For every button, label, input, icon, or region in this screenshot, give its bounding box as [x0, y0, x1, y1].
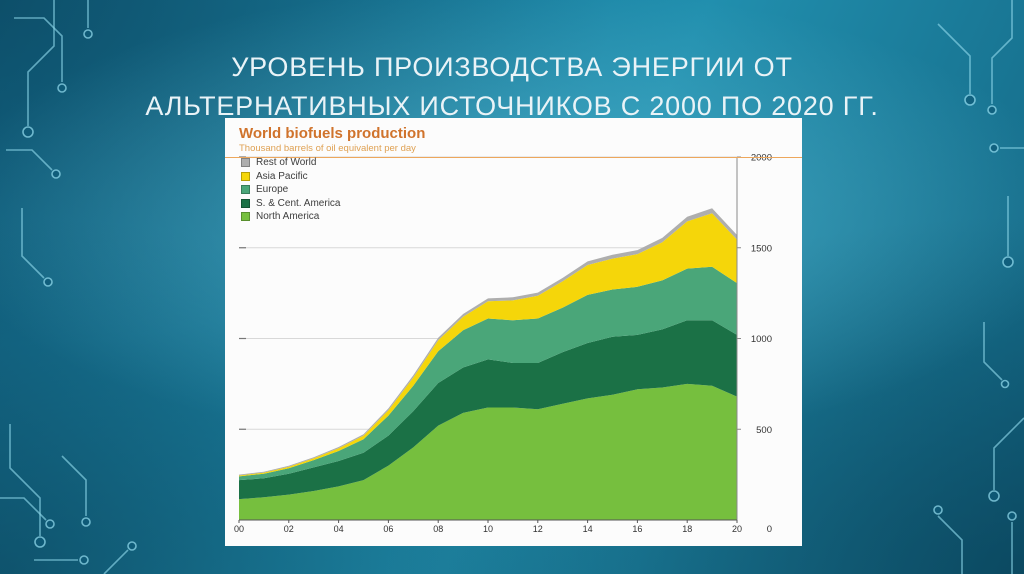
legend-swatch: [241, 212, 250, 222]
legend-label: Asia Pacific: [256, 170, 308, 182]
area-series: [239, 383, 737, 520]
legend-swatch: [241, 158, 250, 168]
circuit-decoration-right: [933, 0, 1024, 574]
slide-title-line-2: АЛЬТЕРНАТИВНЫХ ИСТОЧНИКОВ С 2000 ПО 2020…: [145, 91, 879, 122]
chart-title: World biofuels production: [239, 125, 426, 142]
x-axis-tick-label: 00: [234, 524, 244, 534]
y-axis-tick-label: 1000: [751, 334, 772, 345]
slide-title: УРОВЕНЬ ПРОИЗВОДСТВА ЭНЕРГИИ ОТ АЛЬТЕРНА…: [92, 48, 932, 126]
legend-item: Asia Pacific: [241, 170, 340, 184]
legend-label: S. & Cent. America: [256, 197, 341, 209]
x-axis-tick-label: 04: [334, 524, 344, 534]
legend-item: Rest of World: [241, 156, 340, 170]
legend-item: North America: [241, 210, 340, 224]
legend-swatch: [241, 185, 250, 195]
area-series: [239, 213, 737, 477]
y-axis-zero-label: 0: [767, 524, 772, 535]
x-axis-tick-label: 06: [383, 524, 393, 534]
legend-swatch: [241, 171, 250, 181]
x-axis-tick-label: 18: [682, 524, 692, 534]
area-series: [239, 320, 737, 500]
legend-item: S. & Cent. America: [241, 197, 340, 211]
area-series: [239, 266, 737, 481]
chart-subtitle: Thousand barrels of oil equivalent per d…: [239, 143, 416, 155]
stacked-areas: [239, 208, 737, 520]
x-axis-tick-label: 08: [433, 524, 443, 534]
chart-legend: Rest of World Asia Pacific Europe S. & Cent…: [241, 156, 340, 224]
legend-item: Europe: [241, 183, 340, 197]
x-axis-tick-label: 20: [732, 524, 742, 534]
legend-label: Europe: [256, 184, 289, 196]
chart-header: World biofuels production Thousand barre…: [225, 118, 802, 159]
x-axis-tick-label: 14: [583, 524, 593, 534]
legend-label: North America: [256, 211, 320, 223]
y-axis-tick-label: 500: [756, 425, 772, 436]
legend-swatch: [241, 198, 250, 208]
x-axis-tick-label: 16: [632, 524, 642, 534]
slide-title-line-1: УРОВЕНЬ ПРОИЗВОДСТВА ЭНЕРГИИ ОТ: [231, 52, 793, 83]
x-axis-tick-label: 12: [533, 524, 543, 534]
x-axis-tick-label: 10: [483, 524, 493, 534]
y-axis-tick-label: 1500: [751, 243, 772, 254]
chart-panel: World biofuels production Thousand barre…: [225, 118, 802, 546]
x-axis-tick-label: 02: [284, 524, 294, 534]
legend-label: Rest of World: [256, 157, 317, 169]
